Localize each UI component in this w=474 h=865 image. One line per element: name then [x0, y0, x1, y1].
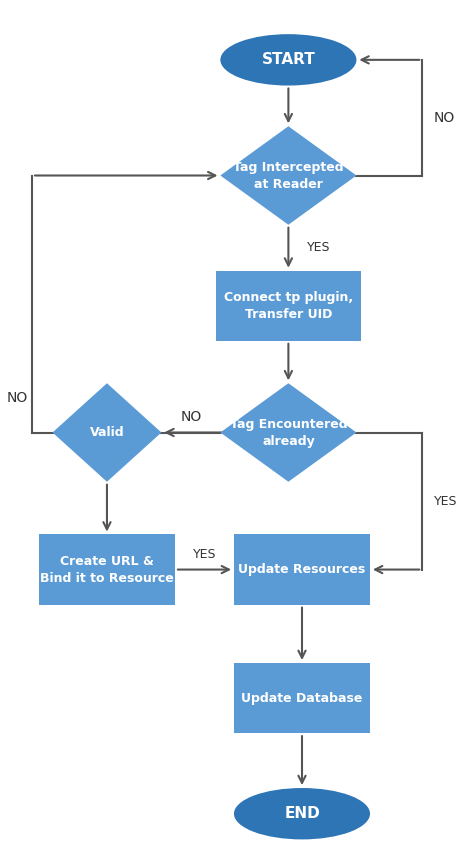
FancyBboxPatch shape: [216, 271, 361, 341]
Text: Create URL &
Bind it to Resource: Create URL & Bind it to Resource: [40, 554, 174, 585]
Text: Connect tp plugin,
Transfer UID: Connect tp plugin, Transfer UID: [224, 291, 353, 321]
Ellipse shape: [234, 788, 370, 839]
Text: Valid: Valid: [90, 426, 124, 439]
Text: Tag Intercepted
at Reader: Tag Intercepted at Reader: [233, 161, 344, 190]
Ellipse shape: [220, 34, 356, 86]
Text: Update Database: Update Database: [241, 691, 363, 705]
Polygon shape: [53, 383, 161, 482]
Text: NO: NO: [6, 391, 27, 405]
Text: YES: YES: [307, 241, 330, 254]
FancyBboxPatch shape: [39, 535, 175, 605]
Polygon shape: [220, 383, 356, 482]
FancyBboxPatch shape: [234, 663, 370, 734]
Text: Update Resources: Update Resources: [238, 563, 365, 576]
Text: NO: NO: [180, 410, 201, 424]
Text: NO: NO: [434, 111, 455, 125]
Text: START: START: [262, 53, 315, 67]
Polygon shape: [220, 126, 356, 225]
Text: END: END: [284, 806, 320, 821]
Text: Tag Encountered
already: Tag Encountered already: [229, 418, 347, 447]
Text: YES: YES: [193, 548, 216, 561]
FancyBboxPatch shape: [234, 535, 370, 605]
Text: YES: YES: [434, 495, 457, 508]
